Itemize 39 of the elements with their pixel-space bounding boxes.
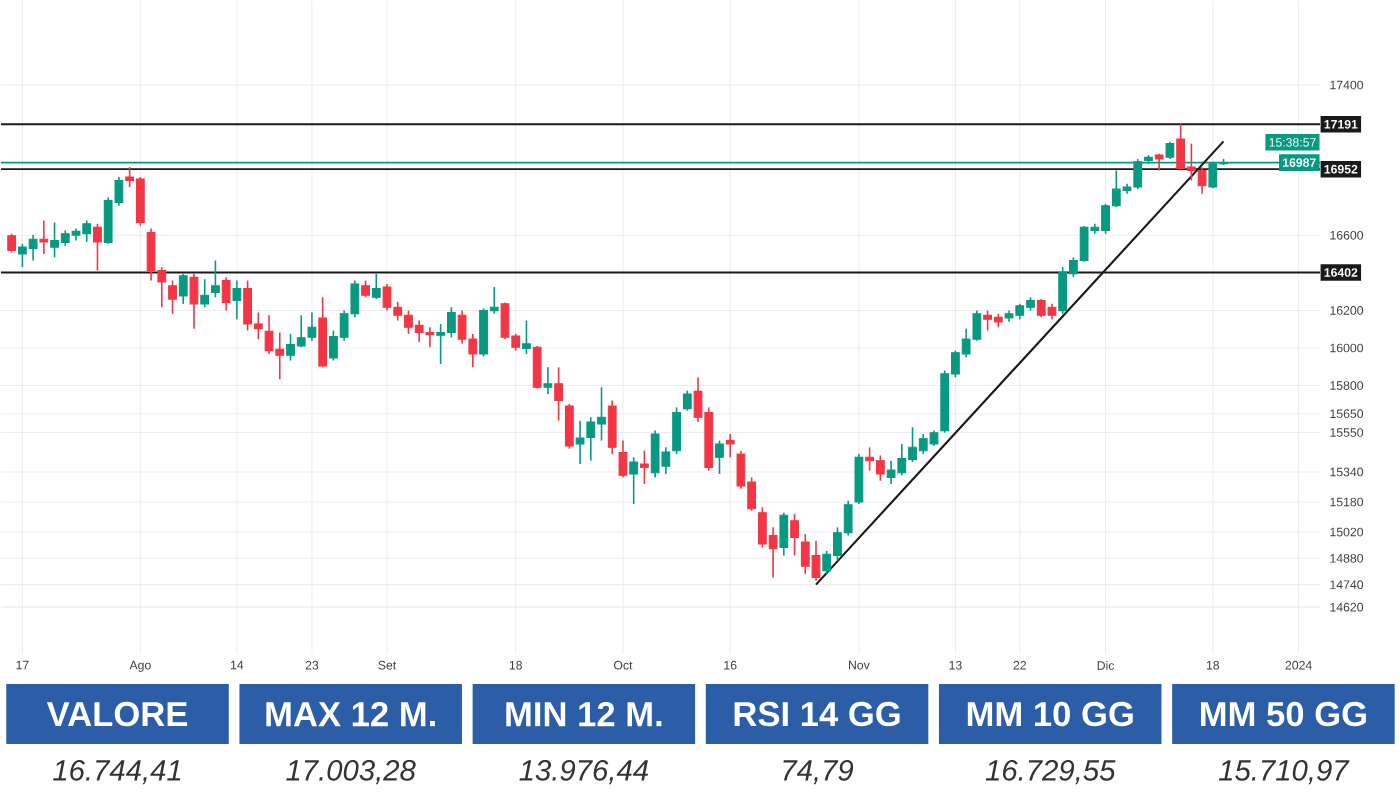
candlestick xyxy=(554,366,564,422)
candlestick xyxy=(178,273,188,305)
text: MM 50 GG xyxy=(1201,701,1366,727)
candlestick xyxy=(618,439,628,479)
candlestick xyxy=(607,399,617,455)
candlestick xyxy=(39,219,49,255)
candlestick xyxy=(168,279,177,315)
text: MAX 12 M. xyxy=(266,701,435,727)
text: 17.003,28 xyxy=(286,759,416,785)
candlestick xyxy=(200,278,210,309)
candlestick xyxy=(640,449,649,485)
candlestick xyxy=(7,232,17,254)
candlestick xyxy=(532,345,542,390)
candlestick xyxy=(543,366,553,395)
text: MM 10 GG xyxy=(967,701,1133,727)
candlestick xyxy=(672,406,681,455)
candlestick xyxy=(371,273,381,300)
candlestick xyxy=(189,273,199,330)
candlestick xyxy=(779,511,789,557)
candlestick xyxy=(93,223,102,272)
candlestick xyxy=(682,389,692,412)
text: 74,79 xyxy=(783,759,854,785)
candlestick xyxy=(854,453,864,505)
candlestick xyxy=(790,513,799,557)
candlestick xyxy=(725,433,735,459)
candlestick xyxy=(522,319,531,355)
candlestick xyxy=(211,259,220,299)
text: 16.744,41 xyxy=(53,759,181,785)
candlestick xyxy=(564,403,574,450)
candlestick xyxy=(715,439,724,475)
candlestick xyxy=(232,279,242,321)
text: 16.729,55 xyxy=(985,759,1116,785)
text: VALORE xyxy=(46,701,188,727)
text: 13.976,44 xyxy=(519,759,648,785)
text: MIN 12 M. xyxy=(506,701,662,727)
text: RSI 14 GG xyxy=(734,701,900,727)
candlestick xyxy=(629,456,639,505)
candlestick xyxy=(221,276,231,312)
text: 15.710,97 xyxy=(1218,759,1350,785)
